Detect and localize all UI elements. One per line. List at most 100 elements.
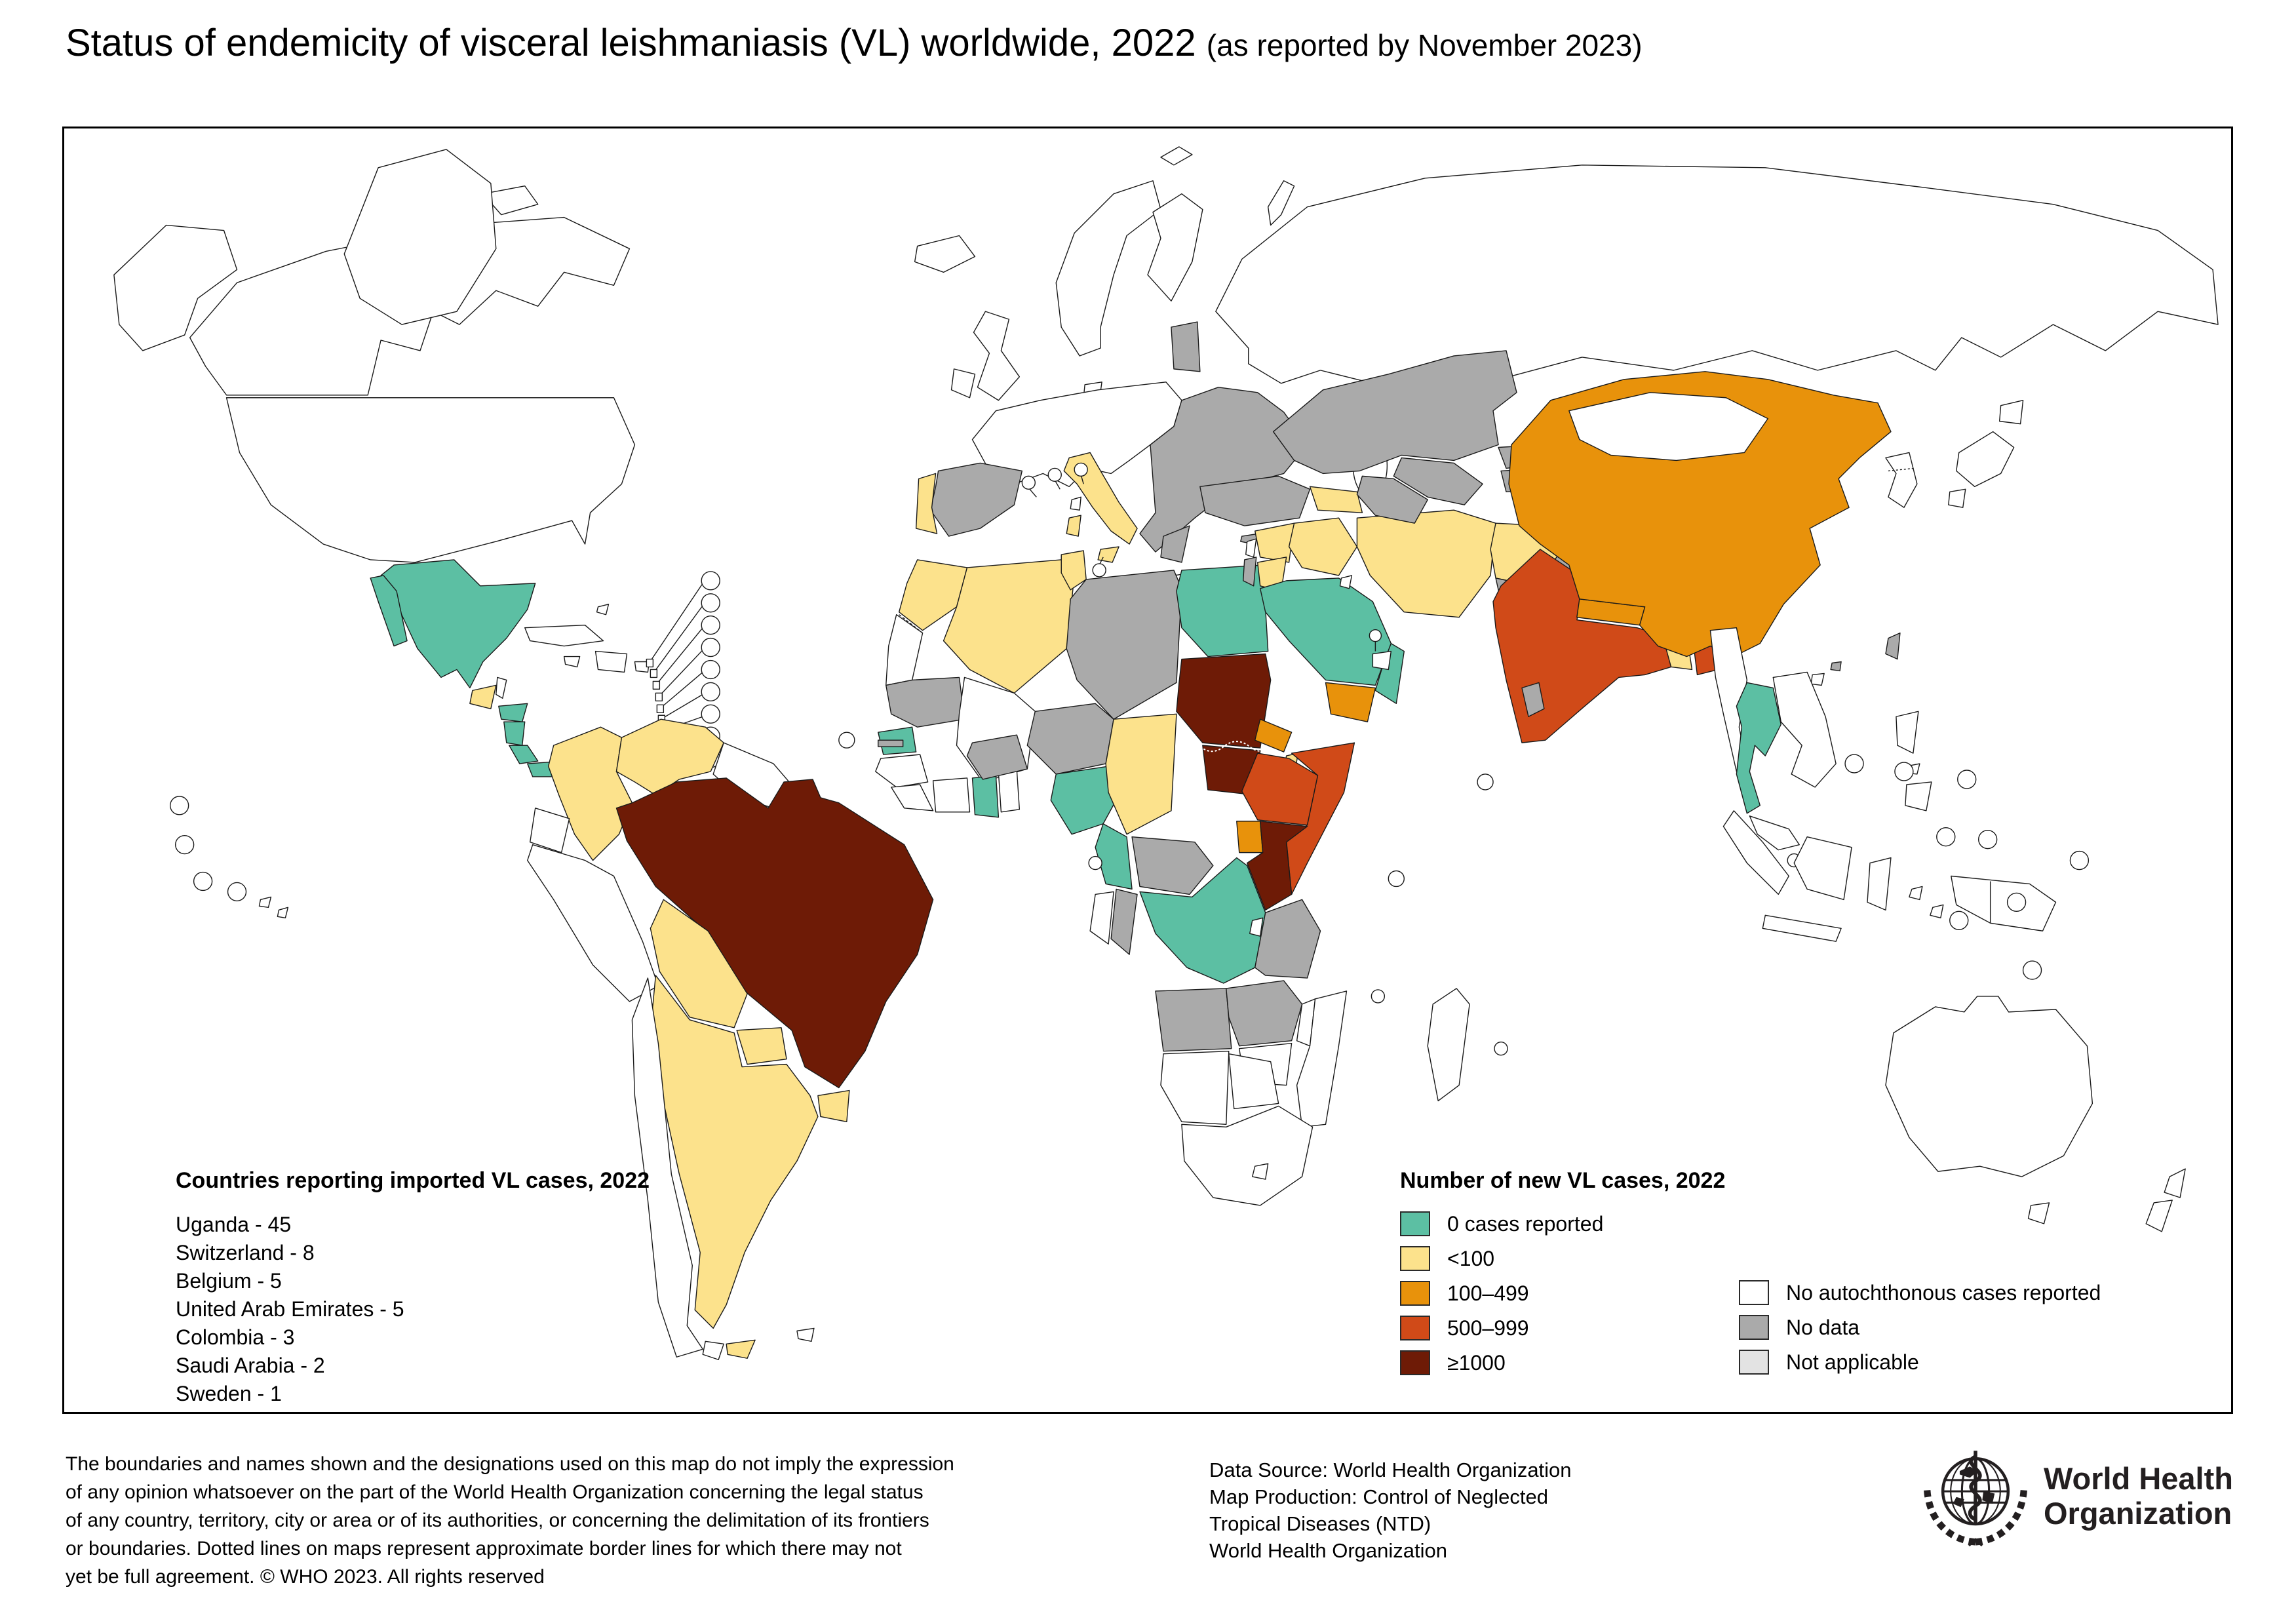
region-africa — [876, 551, 1469, 1205]
country-gambia — [878, 740, 903, 747]
imported-item: Colombia - 3 — [176, 1325, 295, 1349]
country-caucasus — [1310, 486, 1363, 513]
region-north-america — [114, 147, 1294, 777]
country-burkina-faso — [967, 735, 1028, 779]
legend-label: Not applicable — [1786, 1350, 1919, 1374]
country-uganda — [1237, 821, 1263, 853]
country-belize — [496, 677, 507, 698]
world-map — [64, 128, 2231, 1412]
country-chad — [1106, 714, 1177, 834]
island-moluccas — [1909, 886, 1922, 899]
legend-row: <100 — [1400, 1245, 2187, 1272]
country-turkmenistan — [1357, 476, 1428, 523]
legend-row: No data — [1739, 1314, 2101, 1340]
country-kuwait — [1340, 576, 1352, 589]
country-honduras — [499, 703, 528, 722]
country-madagascar — [1428, 988, 1469, 1101]
imported-item: Sweden - 1 — [176, 1382, 282, 1405]
legend-row: 0 cases reported — [1400, 1211, 2187, 1237]
country-argentina — [650, 975, 818, 1328]
country-iceland — [915, 235, 975, 272]
country-guinea — [876, 754, 928, 787]
country-chile — [632, 978, 703, 1357]
country-costa-rica — [509, 745, 538, 764]
country-angola — [1156, 988, 1232, 1051]
who-logo: World Health Organization — [1919, 1439, 2233, 1552]
country-paraguay — [737, 1028, 787, 1065]
country-puerto-rico — [634, 662, 649, 673]
country-lesotho — [1253, 1163, 1268, 1179]
country-korea — [1886, 452, 1917, 507]
microstate-marker-qatar — [1369, 630, 1381, 642]
country-australia — [1886, 996, 2092, 1177]
country-colombia — [549, 727, 632, 860]
legend-label: 100–499 — [1447, 1281, 1529, 1305]
country-south-africa — [1182, 1106, 1313, 1205]
country-eritrea — [1255, 719, 1292, 752]
country-botswana — [1229, 1054, 1279, 1109]
country-cameroon — [1095, 824, 1132, 890]
cases-legend-title: Number of new VL cases, 2022 — [1400, 1168, 1726, 1193]
page-title: Status of endemicity of visceral leishma… — [66, 21, 1643, 65]
imported-item: United Arab Emirates - 5 — [176, 1297, 404, 1321]
country-mozambique — [1297, 991, 1347, 1127]
region-europe — [915, 165, 2218, 583]
page-title-paren: (as reported by November 2023) — [1206, 28, 1643, 62]
status-legend-column: No autochthonous cases reported No data … — [1739, 1280, 2101, 1384]
bahamas-island — [597, 604, 609, 615]
country-congo — [1111, 889, 1137, 954]
arctic-island — [1268, 181, 1294, 225]
microstate-marker — [1074, 463, 1087, 476]
page-title-main: Status of endemicity of visceral leishma… — [66, 22, 1207, 64]
country-norway-sweden — [1056, 181, 1161, 356]
country-thailand — [1736, 682, 1781, 813]
who-wordmark-line2: Organization — [2044, 1496, 2232, 1531]
country-ghana — [972, 775, 998, 817]
country-rwanda-burundi — [1250, 918, 1263, 936]
boundaries-disclaimer: The boundaries and names shown and the d… — [66, 1453, 954, 1588]
country-uzbekistan — [1393, 458, 1483, 505]
imported-item: Switzerland - 8 — [176, 1241, 315, 1264]
country-gabon — [1090, 891, 1114, 944]
japan-kyushu — [1949, 489, 1966, 507]
country-portugal — [916, 473, 937, 534]
country-ireland — [952, 369, 975, 398]
country-venezuela — [616, 719, 724, 795]
country-central-african-republic — [1132, 837, 1213, 895]
microstate-marker-malta — [1093, 564, 1106, 577]
japan-hokkaido — [2000, 401, 2023, 424]
legend-label: ≥1000 — [1447, 1350, 1506, 1375]
new-zealand-north — [2164, 1169, 2185, 1198]
country-bolivia — [650, 899, 747, 1027]
philippines-luzon — [1896, 711, 1918, 753]
country-sierra-leone-liberia — [891, 785, 933, 811]
country-greenland — [344, 149, 496, 324]
philippines-mindanao — [1905, 782, 1932, 811]
country-israel — [1243, 557, 1256, 586]
country-tunisia — [1061, 551, 1086, 590]
territory-hong-kong — [1831, 662, 1841, 671]
country-mexico — [381, 560, 535, 688]
country-zambia — [1226, 981, 1302, 1046]
legend-swatch-0-cases — [1400, 1211, 1430, 1236]
country-kenya — [1247, 821, 1308, 910]
island-sulawesi — [1867, 858, 1891, 910]
country-niger — [1027, 703, 1114, 774]
island-java — [1762, 915, 1841, 941]
japan-honshu — [1956, 432, 2014, 487]
country-spain — [931, 463, 1022, 536]
island-sicily — [1098, 547, 1119, 562]
island-sumatra — [1723, 811, 1789, 895]
island-borneo — [1794, 837, 1852, 900]
country-mauritania — [886, 677, 965, 727]
country-united-kingdom — [973, 311, 1019, 401]
falkland-islands — [797, 1328, 814, 1341]
country-usa — [227, 398, 635, 562]
country-nicaragua — [504, 722, 525, 745]
island-hainan — [1811, 673, 1824, 685]
country-libya — [1066, 570, 1182, 719]
legend-row: Not applicable — [1739, 1349, 2101, 1375]
country-brazil — [616, 778, 933, 1088]
country-sudan — [1177, 654, 1271, 749]
